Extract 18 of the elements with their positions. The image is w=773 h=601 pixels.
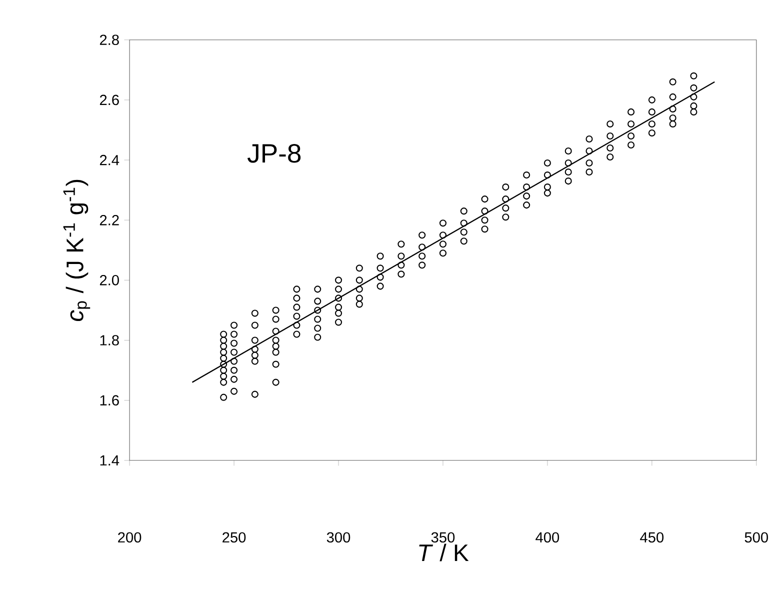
x-tick-label: 350 [431,532,455,543]
y-tick-label: 1.8 [100,335,119,346]
x-axis-title: T / K [419,544,469,562]
y-tick-label: 1.6 [100,395,119,406]
x-tick-label: 300 [326,532,350,543]
y-tick-label: 2.8 [100,34,119,46]
y-tick-label: 2.0 [100,275,119,286]
annotation: JP-8 [247,144,301,163]
y-axis-title: c$_{p}$ / (J K$^{-1}$ g$^{-1}$) [63,180,90,322]
x-tick-label: 400 [536,532,560,543]
y-tick-label: 2.6 [100,94,119,106]
x-tick-label: 500 [744,532,768,543]
y-tick-label: 2.2 [100,215,119,226]
y-tick-label: 1.4 [100,455,120,466]
x-tick-label: 250 [222,532,246,543]
x-tick-label: 450 [640,532,664,543]
y-tick-label: 2.4 [100,154,120,166]
x-tick-label: 200 [118,532,142,543]
